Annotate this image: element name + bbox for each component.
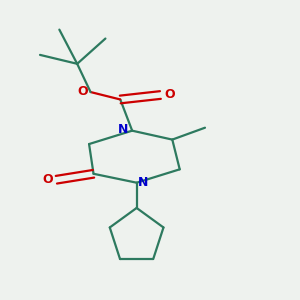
Text: O: O <box>164 88 175 101</box>
Text: O: O <box>43 172 53 186</box>
Text: O: O <box>78 85 88 98</box>
Text: N: N <box>118 123 128 136</box>
Text: N: N <box>138 176 148 189</box>
